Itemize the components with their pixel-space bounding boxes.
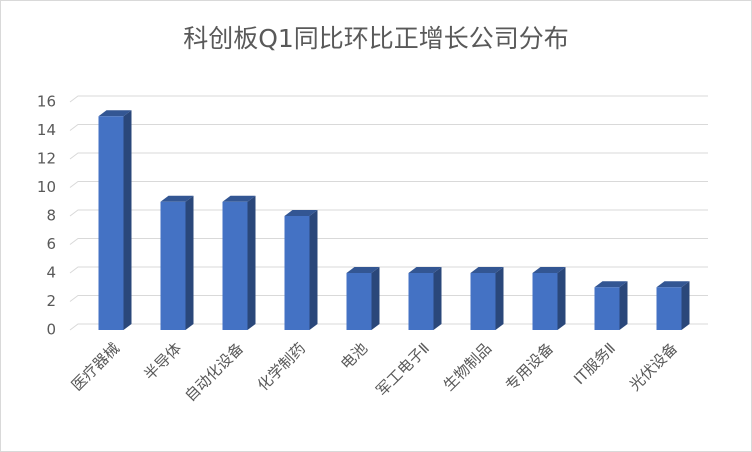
grid-line <box>69 181 708 188</box>
bar-side <box>681 281 690 330</box>
bar <box>284 210 318 330</box>
bar <box>470 267 504 330</box>
bar <box>222 195 256 330</box>
y-tick-label: 2 <box>46 292 56 310</box>
bar-side <box>557 267 566 330</box>
bar-side <box>247 195 256 330</box>
bar <box>408 267 442 330</box>
bar <box>160 195 194 330</box>
bar-top <box>284 210 318 216</box>
bar-side <box>433 267 442 330</box>
grid-line <box>69 95 708 103</box>
bar-side <box>123 110 132 330</box>
bar-side <box>185 195 194 330</box>
y-tick-label: 4 <box>46 264 56 282</box>
bar-side <box>309 210 318 330</box>
bar <box>532 267 566 330</box>
bar-front <box>284 216 310 330</box>
bar-side <box>495 267 504 330</box>
grid-line <box>69 238 708 245</box>
bar-front <box>470 273 496 330</box>
grid-line <box>69 209 708 217</box>
chart-title: 科创板Q1同比环比正增长公司分布 <box>183 24 569 53</box>
bar-front <box>656 287 682 330</box>
bar-top <box>222 195 256 202</box>
y-tick-label: 12 <box>37 150 56 168</box>
y-tick-label: 6 <box>46 235 56 253</box>
bar-top <box>346 267 380 273</box>
bar-top <box>656 281 690 288</box>
bar <box>656 281 690 330</box>
bar-top <box>594 281 628 288</box>
bar-front <box>408 273 434 330</box>
bar-side <box>371 267 380 330</box>
bar-front <box>98 116 124 330</box>
bar-side <box>619 281 628 330</box>
y-tick-label: 14 <box>37 121 56 139</box>
bar-top <box>408 267 442 273</box>
bar-front <box>532 273 558 330</box>
bar-top <box>470 267 504 273</box>
y-tick-label: 10 <box>37 178 56 196</box>
y-tick-label: 8 <box>46 207 56 225</box>
bar <box>98 110 132 330</box>
bar-front <box>346 273 372 330</box>
y-tick-label: 16 <box>37 93 56 111</box>
bar-top <box>532 267 566 273</box>
grid-line <box>69 124 708 131</box>
bar-front <box>222 201 248 330</box>
bar-top <box>160 195 194 202</box>
bar-front <box>594 287 620 330</box>
grid-line <box>69 152 708 160</box>
bar-front <box>160 201 186 330</box>
y-tick-label: 0 <box>46 321 56 339</box>
bar <box>594 281 628 330</box>
bar <box>346 267 380 330</box>
bar-top <box>98 110 132 117</box>
